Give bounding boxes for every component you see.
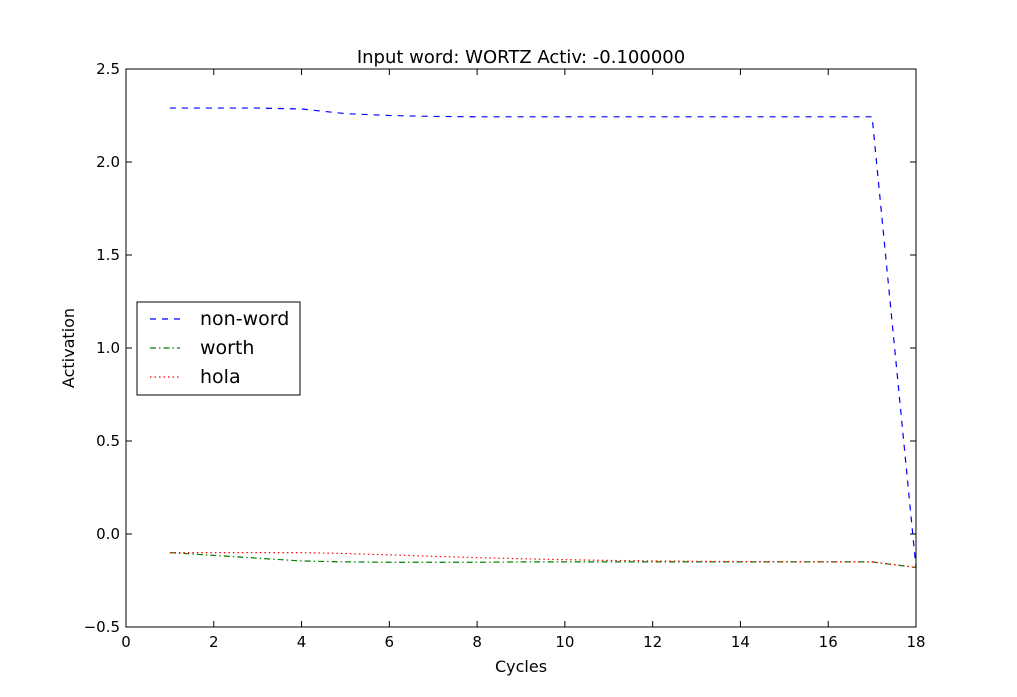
- y-tick-label: 1.5: [96, 246, 120, 264]
- data-point-hola: [784, 561, 785, 562]
- data-point-non-word: [345, 113, 346, 114]
- data-point-non-word: [564, 116, 565, 117]
- x-tick-label: 6: [385, 633, 395, 651]
- data-point-hola: [608, 560, 609, 561]
- data-point-hola: [520, 558, 521, 559]
- data-point-non-word: [301, 108, 302, 109]
- y-tick-label: −0.5: [84, 618, 120, 636]
- y-tick-label: 0.0: [96, 525, 120, 543]
- data-point-hola: [564, 559, 565, 560]
- data-point-non-word: [257, 107, 258, 108]
- data-point-non-word: [608, 116, 609, 117]
- legend: non-word worth hola: [136, 301, 301, 396]
- plot-frame: [125, 68, 917, 628]
- x-tick-label: 16: [819, 633, 838, 651]
- data-point-hola: [169, 552, 170, 553]
- data-point-non-word: [169, 107, 170, 108]
- x-tick-label: 14: [731, 633, 750, 651]
- data-point-worth: [257, 558, 258, 559]
- y-tick-label: 2.5: [96, 60, 120, 78]
- x-tick-label: 12: [643, 633, 662, 651]
- y-tick-label: 0.5: [96, 432, 120, 450]
- data-point-non-word: [740, 116, 741, 117]
- data-point-worth: [564, 561, 565, 562]
- data-point-hola: [740, 561, 741, 562]
- data-point-non-word: [828, 116, 829, 117]
- data-point-hola: [257, 552, 258, 553]
- chart-title: Input word: WORTZ Activ: -0.100000: [357, 47, 685, 68]
- data-point-non-word: [696, 116, 697, 117]
- data-point-worth: [345, 561, 346, 562]
- series-line-non-word: [169, 107, 917, 568]
- data-point-non-word: [433, 116, 434, 117]
- data-point-non-word: [477, 116, 478, 117]
- data-point-worth: [213, 555, 214, 556]
- data-point-hola: [345, 553, 346, 554]
- x-tick-label: 18: [906, 633, 925, 651]
- plot-area: [169, 107, 917, 569]
- data-point-worth: [301, 560, 302, 561]
- data-point-worth: [520, 561, 521, 562]
- data-point-hola: [213, 552, 214, 553]
- data-point-hola: [301, 552, 302, 553]
- data-point-non-word: [872, 116, 873, 117]
- x-axis-label: Cycles: [495, 657, 547, 676]
- x-tick-label: 4: [297, 633, 307, 651]
- y-tick-label: 1.0: [96, 339, 120, 357]
- data-point-hola: [477, 557, 478, 558]
- data-point-non-word: [389, 115, 390, 116]
- data-point-hola: [433, 556, 434, 557]
- data-point-non-word: [213, 107, 214, 108]
- x-tick-label: 8: [472, 633, 482, 651]
- data-point-non-word: [784, 116, 785, 117]
- data-point-non-word: [652, 116, 653, 117]
- data-point-hola: [652, 560, 653, 561]
- x-tick-label: 2: [209, 633, 219, 651]
- y-tick-label: 2.0: [96, 153, 120, 171]
- data-point-worth: [389, 562, 390, 563]
- data-point-hola: [389, 554, 390, 555]
- legend-label-worth: worth: [200, 337, 254, 359]
- series-line-hola: [169, 551, 917, 569]
- legend-label-non-word: non-word: [200, 308, 289, 330]
- data-point-hola: [872, 561, 873, 562]
- data-point-hola: [696, 561, 697, 562]
- data-point-worth: [608, 561, 609, 562]
- data-point-worth: [477, 562, 478, 563]
- axis-ticks: 0 2 4 6 8 10 12 14 16 18 −0.5 0.0 0.5 1.0 1.5 2.0 2.5: [84, 60, 926, 651]
- x-tick-label: 10: [555, 633, 574, 651]
- data-point-worth: [433, 562, 434, 563]
- data-point-hola: [828, 561, 829, 562]
- data-point-non-word: [520, 116, 521, 117]
- y-axis-label: Activation: [59, 308, 78, 388]
- x-tick-label: 0: [121, 633, 131, 651]
- legend-label-hola: hola: [200, 366, 241, 388]
